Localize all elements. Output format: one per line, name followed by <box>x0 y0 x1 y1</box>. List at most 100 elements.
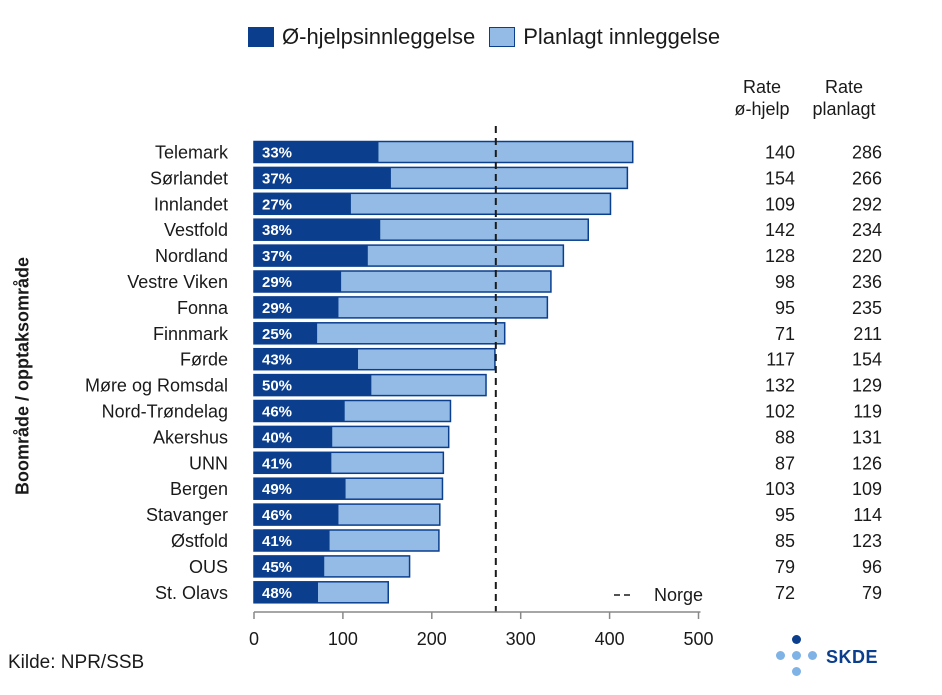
category-label: OUS <box>189 557 228 577</box>
rate-planned-value: 292 <box>852 194 882 214</box>
x-tick-label: 300 <box>506 629 536 649</box>
bar-emergency <box>254 193 351 215</box>
bar-emergency <box>254 167 391 189</box>
x-tick-label: 100 <box>328 629 358 649</box>
bar-emergency <box>254 555 325 577</box>
legend: Ø-hjelpsinnleggelse Planlagt innleggelse <box>248 24 734 50</box>
logo-dot <box>792 667 801 676</box>
logo-dot <box>776 651 785 660</box>
bar-emergency <box>254 141 379 163</box>
bar-percent-label: 38% <box>262 222 292 239</box>
category-label: Vestre Viken <box>127 272 228 292</box>
rate-planned-value: 234 <box>852 220 882 240</box>
legend-label-planned: Planlagt innleggelse <box>523 24 721 49</box>
rate-emergency-value: 132 <box>765 376 795 396</box>
rate-emergency-value: 87 <box>775 453 795 473</box>
bar-emergency <box>254 452 332 474</box>
rate-planned-value: 126 <box>852 453 882 473</box>
rate-emergency-value: 109 <box>765 194 795 214</box>
category-label: Førde <box>180 350 228 370</box>
header-rate-planned: Rate planlagt <box>804 76 884 120</box>
x-tick-label: 400 <box>595 629 625 649</box>
rate-emergency-value: 128 <box>765 246 795 266</box>
rate-planned-value: 154 <box>852 350 882 370</box>
category-label: Finnmark <box>153 324 229 344</box>
x-tick-label: 0 <box>249 629 259 649</box>
x-tick-label: 500 <box>683 629 713 649</box>
rate-emergency-value: 102 <box>765 402 795 422</box>
bar-percent-label: 45% <box>262 559 292 576</box>
bar-percent-label: 37% <box>262 248 292 265</box>
rate-planned-value: 236 <box>852 272 882 292</box>
header-rate-planned-line1: Rate <box>824 77 864 97</box>
legend-swatch-emergency <box>248 27 274 47</box>
bar-emergency <box>254 245 368 267</box>
header-rate-emergency: Rate ø-hjelp <box>722 76 802 120</box>
bar-percent-label: 27% <box>262 196 292 213</box>
rate-planned-value: 266 <box>852 168 882 188</box>
rate-emergency-value: 117 <box>766 350 795 370</box>
bar-percent-label: 41% <box>262 533 292 550</box>
rate-emergency-value: 95 <box>775 298 795 318</box>
rate-emergency-value: 142 <box>765 220 795 240</box>
bar-emergency <box>254 504 339 526</box>
rate-emergency-value: 88 <box>775 427 795 447</box>
rate-planned-value: 211 <box>853 324 882 344</box>
bar-emergency <box>254 271 342 292</box>
rate-planned-value: 119 <box>853 402 882 422</box>
rate-emergency-value: 140 <box>765 143 795 163</box>
logo-dot <box>792 651 801 660</box>
rate-emergency-value: 154 <box>765 168 795 188</box>
bar-percent-label: 46% <box>262 507 292 524</box>
rate-planned-value: 286 <box>852 143 882 163</box>
x-tick-label: 200 <box>417 629 447 649</box>
category-label: Akershus <box>153 427 228 447</box>
category-label: Innlandet <box>154 194 228 214</box>
rate-planned-value: 79 <box>862 583 882 603</box>
category-label: Telemark <box>155 143 229 163</box>
legend-label-emergency: Ø-hjelpsinnleggelse <box>282 24 476 49</box>
rate-planned-value: 96 <box>862 557 882 577</box>
rate-emergency-value: 79 <box>775 557 795 577</box>
rate-emergency-value: 85 <box>775 531 795 551</box>
bar-percent-label: 37% <box>262 170 292 187</box>
legend-item-emergency: Ø-hjelpsinnleggelse <box>248 24 475 50</box>
rate-emergency-value: 72 <box>775 583 795 603</box>
category-label: Østfold <box>171 531 228 551</box>
rate-planned-value: 109 <box>852 479 882 499</box>
bar-emergency <box>254 400 345 422</box>
y-axis-label-container: Boområde / opptaksområde <box>8 0 38 695</box>
bar-percent-label: 40% <box>262 429 292 446</box>
category-label: Bergen <box>170 479 228 499</box>
legend-item-planned: Planlagt innleggelse <box>489 24 720 50</box>
bar-emergency <box>254 322 318 344</box>
bar-percent-label: 25% <box>262 326 292 343</box>
bar-percent-label: 33% <box>262 145 292 162</box>
bar-emergency <box>254 530 330 551</box>
category-label: Stavanger <box>146 505 228 525</box>
bar-emergency <box>254 478 346 500</box>
y-axis-label: Boområde / opptaksområde <box>12 256 33 496</box>
bar-percent-label: 43% <box>262 352 292 369</box>
rate-planned-value: 114 <box>853 505 882 525</box>
rate-planned-value: 220 <box>852 246 882 266</box>
rate-emergency-value: 71 <box>775 324 795 344</box>
logo-dot <box>792 635 801 644</box>
bar-emergency <box>254 581 319 603</box>
category-label: UNN <box>189 453 228 473</box>
category-label: St. Olavs <box>155 583 228 603</box>
bar-emergency <box>254 426 333 448</box>
category-label: Vestfold <box>164 220 228 240</box>
category-label: Fonna <box>177 298 229 318</box>
bar-percent-label: 49% <box>262 481 292 498</box>
bar-emergency <box>254 296 339 318</box>
category-label: Møre og Romsdal <box>85 376 228 396</box>
header-rate-planned-line2: planlagt <box>812 99 876 119</box>
rate-planned-value: 235 <box>852 298 882 318</box>
bar-percent-label: 29% <box>262 274 292 291</box>
header-rate-emergency-line2: ø-hjelp <box>734 99 790 119</box>
bar-emergency <box>254 374 372 396</box>
bar-percent-label: 46% <box>262 404 292 421</box>
bar-percent-label: 48% <box>262 585 292 602</box>
